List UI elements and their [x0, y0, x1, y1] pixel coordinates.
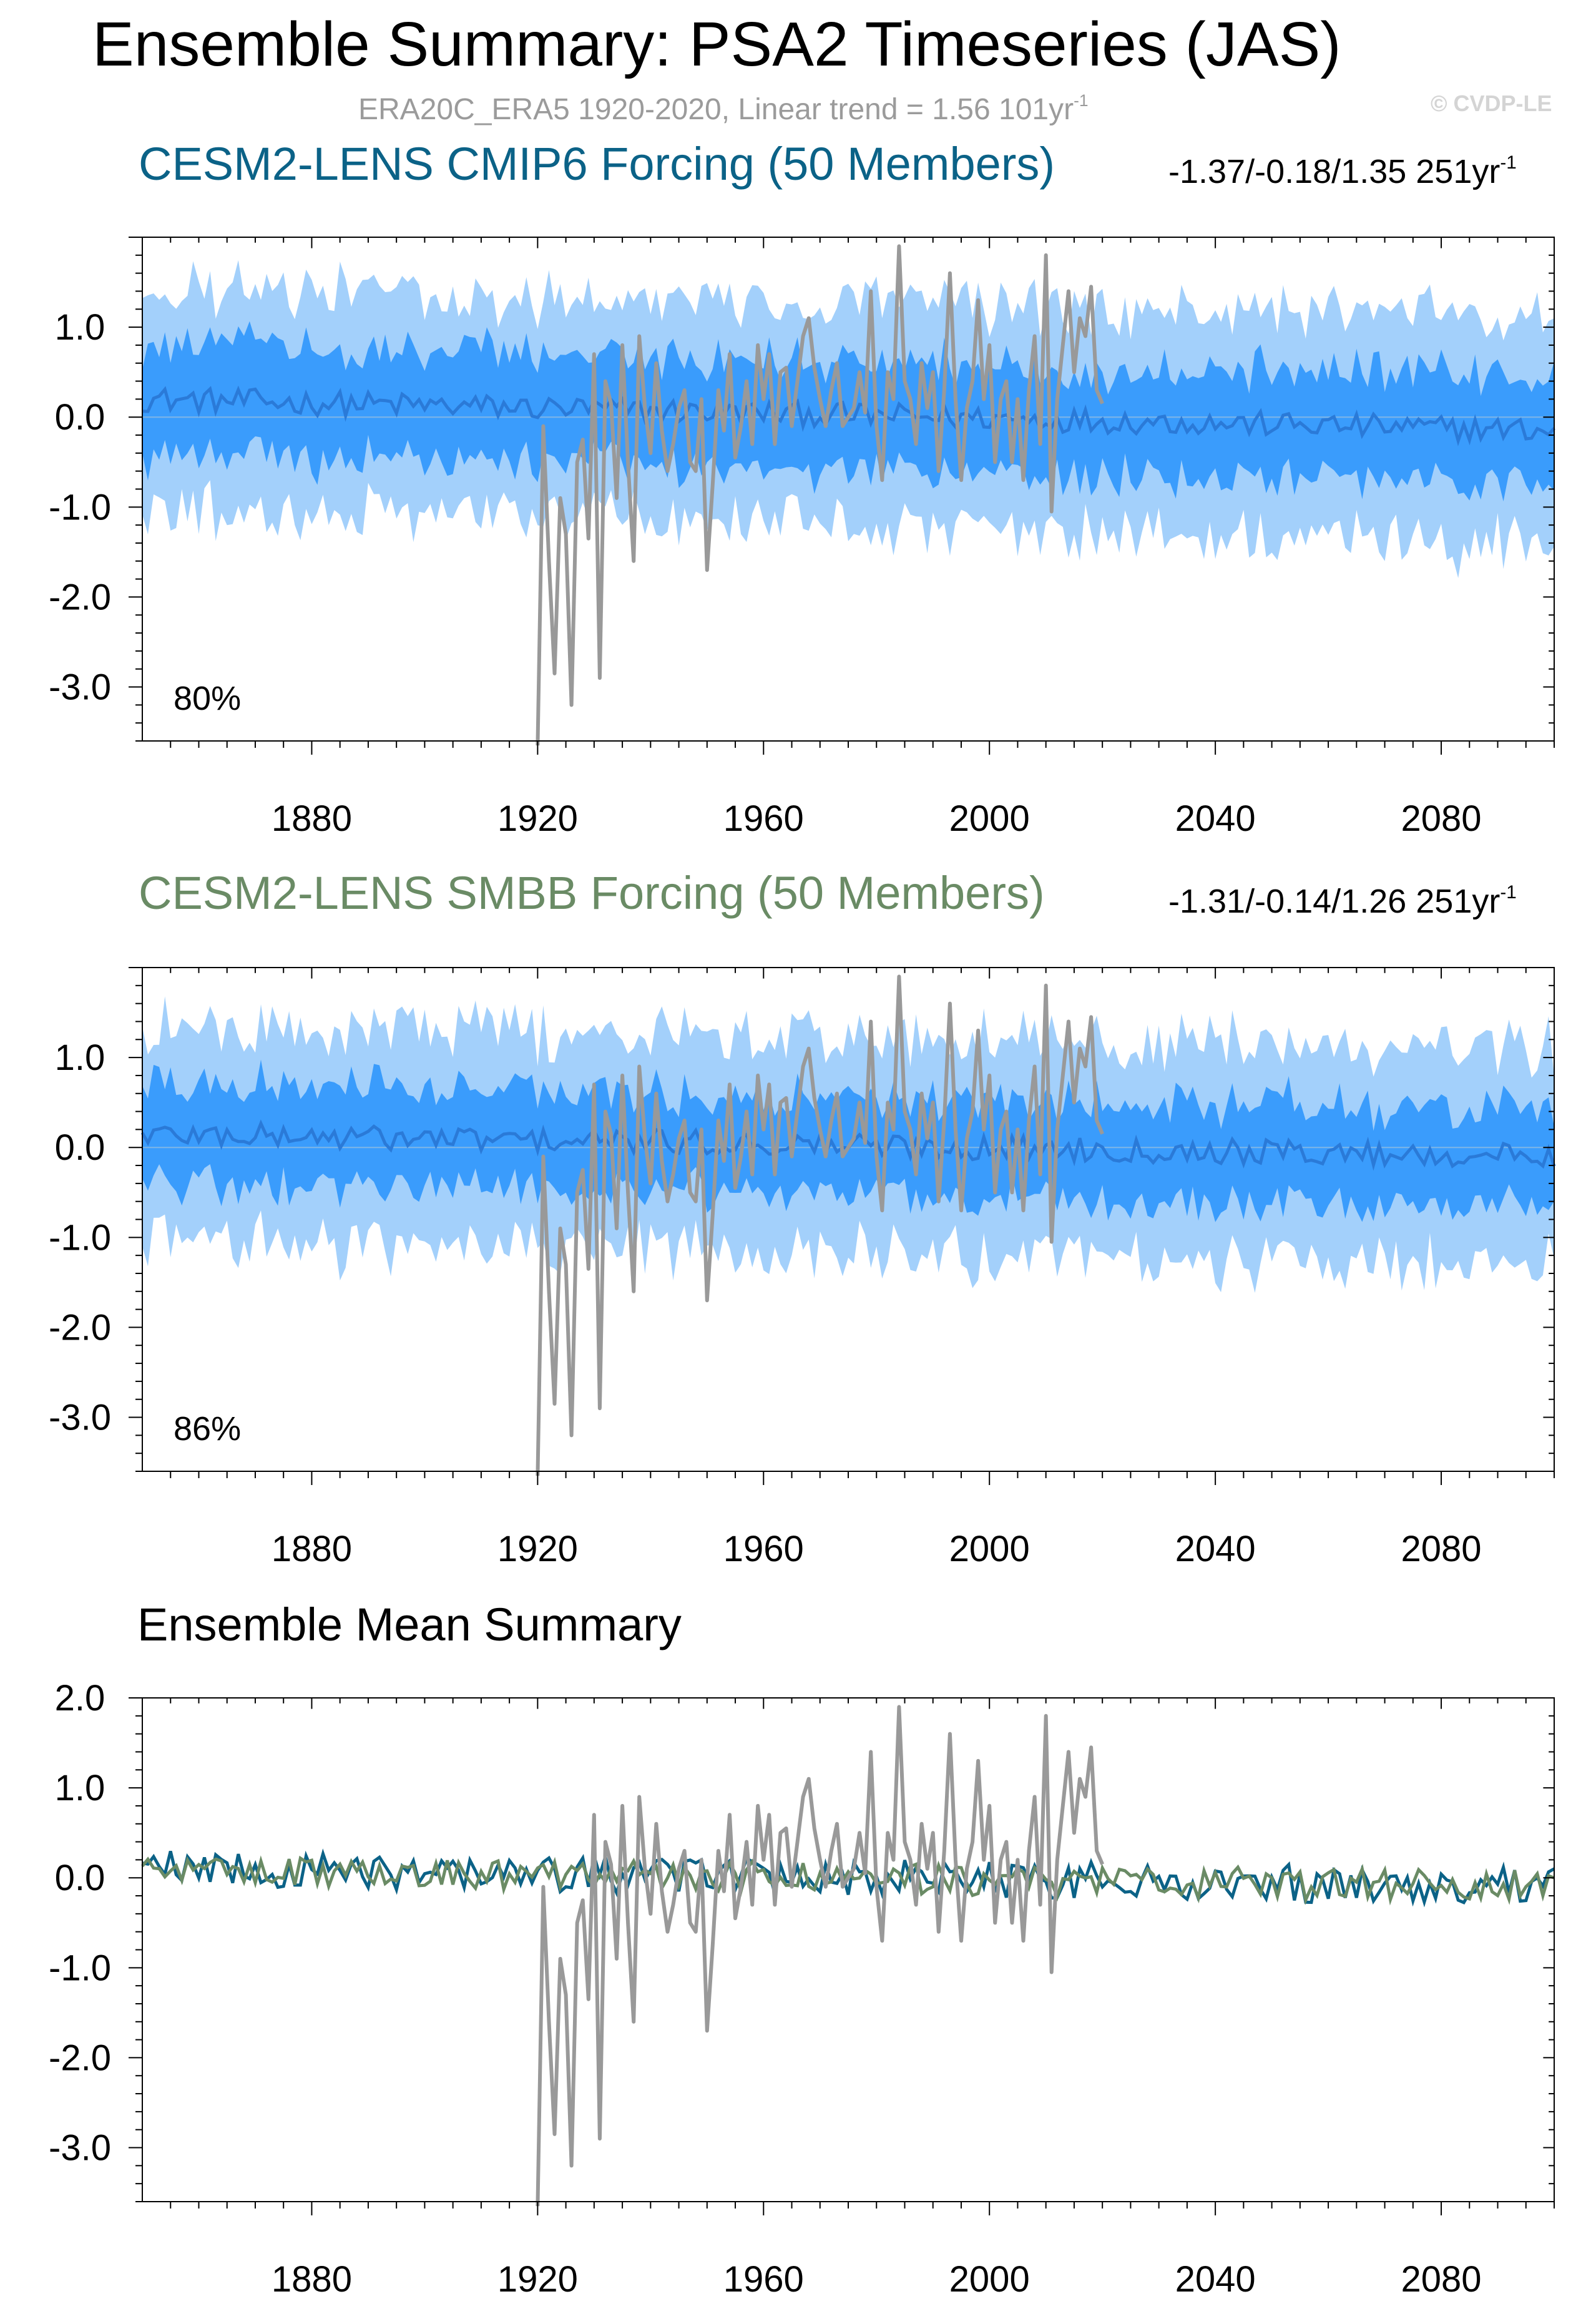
ensemble-mean-summary-x-tick-label: 2080 [1401, 2259, 1482, 2300]
smbb-y-tick-label: -1.0 [49, 1217, 111, 1258]
ensemble-mean-summary-panel: 1880 1920 1960 2000 2040 2080 2.0 1.0 0.0 -1.0 -2.… [49, 1678, 1555, 2300]
cmip6-inner-spread-band [142, 321, 1554, 502]
smbb-x-tick-label: 2080 [1401, 1529, 1482, 1569]
cmip6-percent-label: 80% [174, 680, 241, 717]
cmip6-y-tick-label: -1.0 [49, 487, 111, 527]
ensemble-mean-summary-observed-line [536, 1705, 1104, 2207]
cmip6-x-tick-label: 1920 [497, 798, 578, 839]
ensemble-mean-summary-y-tick-label: 0.0 [55, 1858, 105, 1898]
smbb-observed-line [536, 974, 1104, 1476]
ensemble-mean-panel-title: Ensemble Mean Summary [137, 1599, 682, 1650]
cmip6-trend-range: -1.37/-0.18/1.35 251yr-1 [1168, 152, 1517, 190]
cmip6-x-tick-label: 1960 [723, 798, 804, 839]
ensemble-mean-summary-smbb-mean-line [141, 1855, 1555, 1906]
smbb-x-tick-label: 2000 [949, 1529, 1030, 1569]
cmip6-panel-title: CESM2-LENS CMIP6 Forcing (50 Members) [139, 138, 1055, 190]
smbb-percent-label: 86% [174, 1410, 241, 1448]
ensemble-mean-summary-x-tick-label: 2040 [1175, 2259, 1256, 2300]
smbb-x-tick-label: 1960 [723, 1529, 804, 1569]
main-title: Ensemble Summary: PSA2 Timeseries (JAS) [92, 9, 1341, 79]
watermark: © CVDP-LE [1431, 91, 1552, 116]
smbb-panel: 1880 1920 1960 2000 2040 2080 1.0 0.0 -1.0 -2.0 -3… [49, 967, 1556, 1569]
cmip6-observed-line [536, 244, 1104, 746]
smbb-y-tick-label: -2.0 [49, 1307, 111, 1348]
cmip6-x-tick-label: 2000 [949, 798, 1030, 839]
cmip6-y-tick-label: 1.0 [55, 307, 105, 348]
smbb-x-tick-label: 2040 [1175, 1529, 1256, 1569]
smbb-y-tick-label: 0.0 [55, 1127, 105, 1168]
cmip6-panel: 1880 1920 1960 2000 2040 2080 1.0 0.0 -1.0 -2.0 -3… [49, 237, 1555, 839]
subtitle: ERA20C_ERA5 1920-2020, Linear trend = 1.… [358, 91, 1089, 126]
ensemble-mean-summary-x-tick-label: 2000 [949, 2259, 1030, 2300]
cmip6-y-tick-label: 0.0 [55, 397, 105, 438]
cmip6-x-tick-label: 2080 [1401, 798, 1482, 839]
smbb-panel-title: CESM2-LENS SMBB Forcing (50 Members) [139, 867, 1045, 919]
smbb-y-tick-label: 1.0 [55, 1037, 105, 1078]
cmip6-x-tick-label: 1880 [272, 798, 352, 839]
ensemble-mean-summary-x-tick-label: 1920 [497, 2259, 578, 2300]
ensemble-mean-summary-cmip6-mean-line [142, 1848, 1555, 1908]
smbb-x-tick-label: 1880 [272, 1529, 352, 1569]
cmip6-y-tick-label: -2.0 [49, 577, 111, 617]
smbb-x-tick-label: 1920 [497, 1529, 578, 1569]
ensemble-mean-summary-x-tick-label: 1960 [723, 2259, 804, 2300]
smbb-trend-range: -1.31/-0.14/1.26 251yr-1 [1168, 881, 1517, 920]
cmip6-x-tick-label: 2040 [1175, 798, 1256, 839]
ensemble-mean-summary-y-tick-label: 1.0 [55, 1768, 105, 1808]
ensemble-mean-summary-y-tick-label: -3.0 [49, 2128, 111, 2169]
smbb-inner-spread-band [142, 1059, 1554, 1222]
smbb-y-tick-label: -3.0 [49, 1398, 111, 1438]
ensemble-mean-summary-y-tick-label: 2.0 [55, 1678, 105, 1718]
ensemble-mean-summary-plot-frame [142, 1697, 1555, 2202]
ensemble-mean-summary-y-tick-label: -1.0 [49, 1948, 111, 1988]
ensemble-mean-summary-x-tick-label: 1880 [272, 2259, 352, 2300]
ensemble-mean-summary-y-tick-label: -2.0 [49, 2037, 111, 2078]
cmip6-y-tick-label: -3.0 [49, 667, 111, 708]
